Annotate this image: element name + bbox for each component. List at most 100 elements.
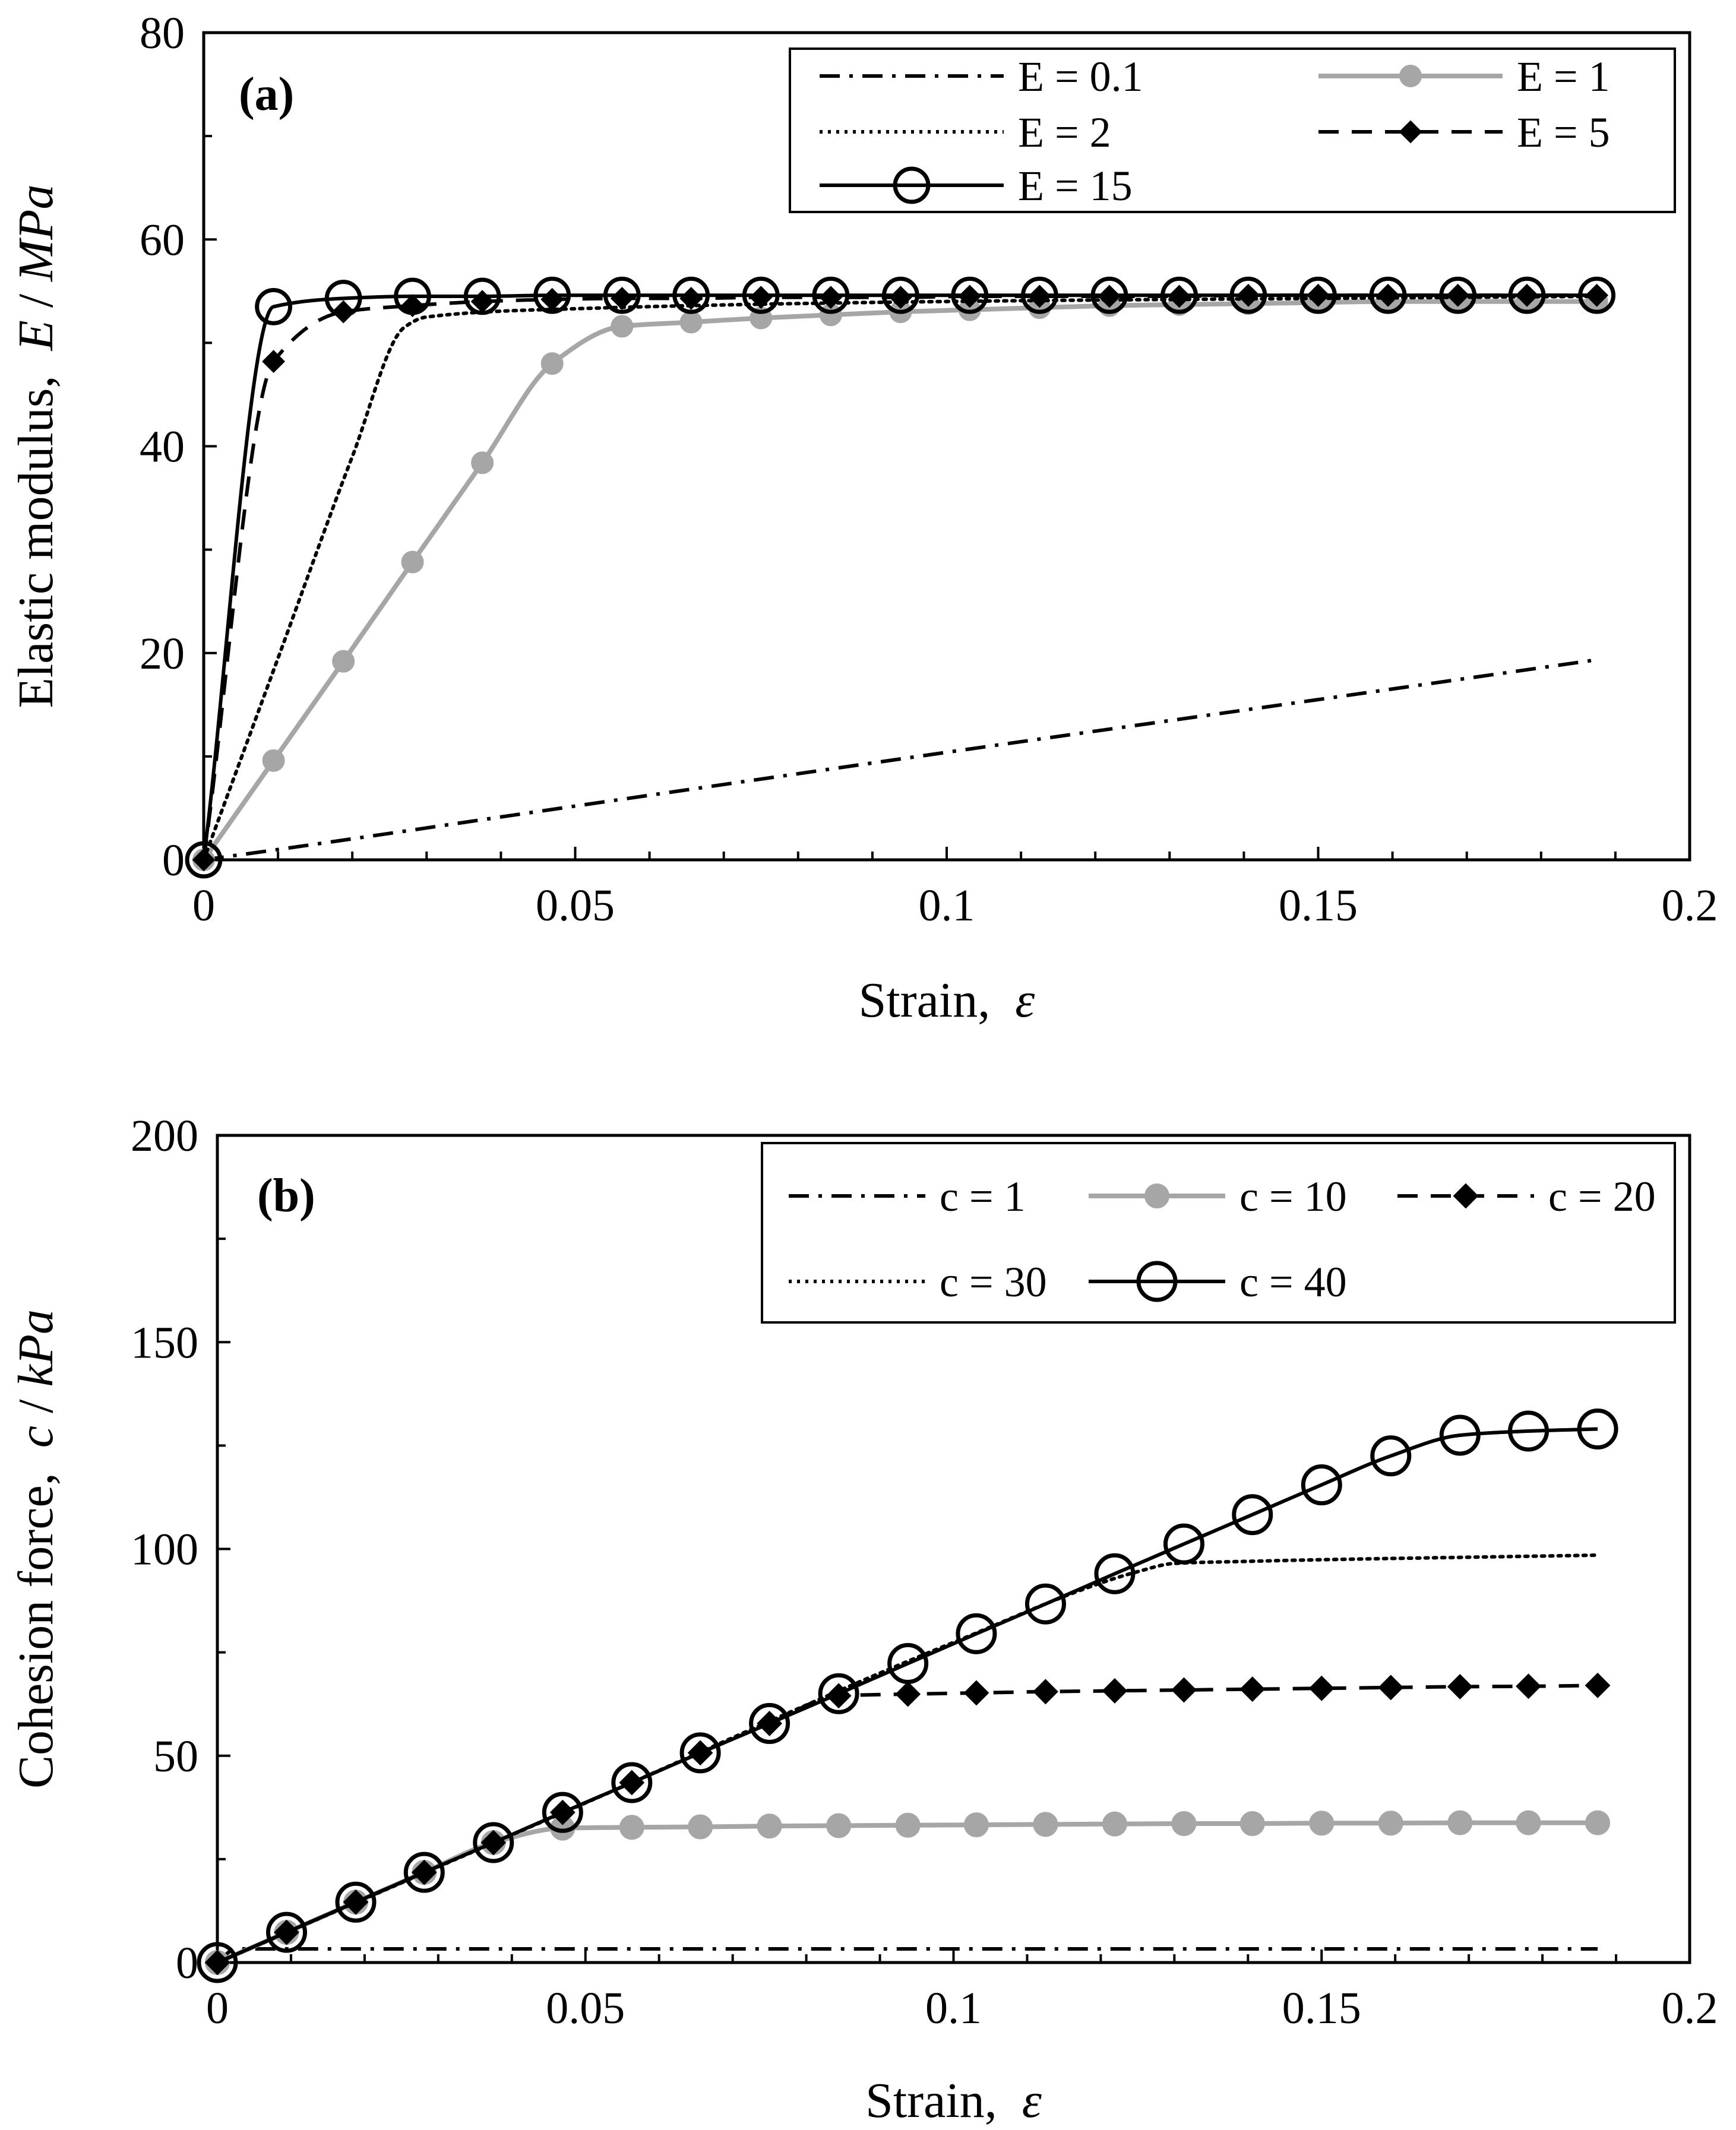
chart-b-point-c-40 bbox=[197, 1942, 238, 1983]
chart-b-legend-label-c-40: c = 40 bbox=[1239, 1258, 1347, 1306]
chart-a-y-tick-label: 60 bbox=[140, 215, 185, 265]
chart-b-point-c-40 bbox=[542, 1792, 583, 1833]
chart-b-legend-label-c-1: c = 1 bbox=[940, 1173, 1026, 1220]
chart-a-point-e-15 bbox=[672, 276, 710, 314]
chart-b-legend-label-c-30: c = 30 bbox=[940, 1258, 1047, 1306]
chart-a-point-e-15 bbox=[1020, 276, 1058, 314]
chart-b-point-c-40 bbox=[956, 1613, 997, 1654]
chart-b-x-axis-symbol: ε bbox=[1022, 2073, 1042, 2128]
chart-a-point-e-1 bbox=[262, 749, 285, 772]
chart-a-y-axis-unit: MPa bbox=[8, 185, 64, 282]
chart-b-point-c-10 bbox=[826, 1813, 852, 1838]
chart-b-point-c-10 bbox=[1033, 1812, 1058, 1837]
chart-a-point-e-15 bbox=[255, 288, 292, 325]
chart-a-x-axis-title: Strain, ε bbox=[859, 973, 1036, 1028]
chart-a-x-tick-label: 0 bbox=[192, 881, 215, 931]
chart-b-point-c-40 bbox=[266, 1911, 308, 1953]
chart-b-legend-marker-c-20 bbox=[1453, 1183, 1479, 1209]
chart-a-legend-entry-e-0-1: E = 0.1 bbox=[820, 53, 1143, 100]
chart-b-y-tick-label: 200 bbox=[131, 1111, 198, 1161]
chart-b-series-c-40 bbox=[197, 1409, 1618, 1983]
chart-b-series-line-c-1 bbox=[216, 1947, 1598, 1964]
chart-a-legend-entry-e-15: E = 15 bbox=[820, 162, 1133, 210]
chart-b-point-c-40 bbox=[1163, 1523, 1204, 1565]
chart-a-point-e-5 bbox=[262, 350, 286, 374]
chart-b-point-c-40 bbox=[1301, 1464, 1342, 1506]
chart-b-series-c-1 bbox=[216, 1947, 1598, 1964]
chart-b-y-tick-label: 150 bbox=[131, 1318, 198, 1368]
chart-b-y-axis-symbol: c bbox=[8, 1426, 64, 1448]
chart-a-x-axis-label: Strain, bbox=[859, 973, 1016, 1028]
chart-b-point-c-40 bbox=[818, 1673, 859, 1714]
chart-a-series-e-15 bbox=[185, 276, 1616, 879]
chart-b-x-axis-label: Strain, bbox=[865, 2073, 1022, 2128]
chart-a-point-e-15 bbox=[1229, 276, 1267, 314]
chart-a-point-e-1 bbox=[332, 650, 355, 673]
chart-b-point-c-40 bbox=[473, 1822, 514, 1863]
chart-b-point-c-10 bbox=[619, 1815, 644, 1840]
chart-a-point-e-5 bbox=[540, 287, 564, 311]
chart-b-series-line-c-30 bbox=[216, 1553, 1600, 1964]
chart-b-point-c-40 bbox=[403, 1852, 445, 1893]
chart-b-legend-label-c-10: c = 10 bbox=[1239, 1173, 1347, 1220]
chart-a-point-e-15 bbox=[463, 277, 501, 315]
chart-a-series-e-5 bbox=[192, 283, 1609, 872]
chart-b-y-tick-label: 0 bbox=[176, 1938, 198, 1988]
chart-a-series-e-1 bbox=[192, 290, 1608, 871]
chart-b-legend-entry-c-1: c = 1 bbox=[789, 1173, 1026, 1220]
chart-b-point-c-20 bbox=[1585, 1672, 1611, 1698]
chart-b-point-c-20 bbox=[963, 1680, 989, 1706]
chart-b-series-c-30 bbox=[216, 1553, 1600, 1964]
chart-a-point-e-5 bbox=[331, 300, 355, 324]
chart-a-legend-label-e-15: E = 15 bbox=[1018, 162, 1133, 210]
chart-b-point-c-40 bbox=[1439, 1414, 1481, 1456]
chart-b-point-c-40 bbox=[679, 1732, 721, 1774]
chart-a-point-e-15 bbox=[185, 841, 223, 879]
chart-b-point-c-40 bbox=[1508, 1410, 1550, 1452]
chart-a-legend-marker-e-15 bbox=[893, 166, 931, 204]
chart-a-point-e-1 bbox=[540, 352, 564, 375]
chart-a-point-e-15 bbox=[1369, 276, 1407, 314]
chart-a-x-tick-label: 0.05 bbox=[536, 881, 615, 931]
chart-a-series-line-e-5 bbox=[202, 293, 1597, 860]
chart-a-point-e-15 bbox=[394, 277, 431, 315]
chart-b-point-c-20 bbox=[1447, 1674, 1473, 1699]
chart-a-point-e-15 bbox=[1299, 276, 1337, 314]
chart-a-legend-label-e-5: E = 5 bbox=[1517, 109, 1610, 156]
chart-a-x-axis-symbol: ε bbox=[1015, 973, 1035, 1028]
chart-b-point-c-40 bbox=[1094, 1553, 1136, 1594]
chart-b-x-tick-label: 0.05 bbox=[546, 1983, 625, 2033]
chart-b-legend-entry-c-10: c = 10 bbox=[1089, 1173, 1347, 1220]
chart-a-point-e-1 bbox=[611, 315, 634, 338]
chart-a-legend-entry-e-5: E = 5 bbox=[1318, 109, 1610, 156]
chart-a-series-e-2 bbox=[202, 295, 1599, 862]
chart-b-x-axis-title: Strain, ε bbox=[865, 2073, 1042, 2128]
chart-b-y-tick-label: 100 bbox=[131, 1525, 198, 1575]
chart-b-point-c-10 bbox=[1102, 1811, 1127, 1837]
chart-b-x-tick-label: 0.1 bbox=[925, 1983, 982, 2033]
chart-a-legend-entry-e-1: E = 1 bbox=[1318, 53, 1610, 100]
chart-b-point-c-40 bbox=[1024, 1583, 1066, 1625]
chart-b-point-c-10 bbox=[1516, 1810, 1541, 1835]
chart-b-legend-entry-c-30: c = 30 bbox=[789, 1258, 1047, 1306]
chart-a-x-tick-label: 0.1 bbox=[919, 881, 975, 931]
chart-b-point-c-20 bbox=[1033, 1679, 1058, 1705]
chart-b-point-c-10 bbox=[757, 1813, 782, 1839]
chart-b-point-c-40 bbox=[1577, 1409, 1618, 1450]
chart-b-point-c-10 bbox=[1309, 1811, 1335, 1836]
chart-b-legend-marker-c-40 bbox=[1136, 1261, 1178, 1302]
chart-a-point-e-15 bbox=[742, 276, 780, 314]
chart-a-point-e-15 bbox=[812, 276, 850, 314]
chart-b-x-tick-label: 0.2 bbox=[1662, 1983, 1718, 2033]
chart-a-point-e-15 bbox=[1578, 276, 1616, 314]
chart-a-panel-label: (a) bbox=[239, 68, 294, 121]
chart-b-x-tick-label: 0.15 bbox=[1282, 1983, 1361, 2033]
chart-b-legend-entry-c-20: c = 20 bbox=[1397, 1173, 1656, 1220]
chart-b-legend-marker-c-10 bbox=[1144, 1183, 1169, 1208]
chart-b-series-line-c-40 bbox=[216, 1427, 1598, 1964]
chart-b-cohesion-force: 0 50 100 150 200 0 0.05 0.1 0.15 0.2 Strain, ε Cohe… bbox=[8, 1111, 1718, 2128]
chart-b-x-tick-label: 0 bbox=[206, 1983, 229, 2033]
chart-a-series-line-e-0-1 bbox=[203, 658, 1593, 862]
chart-b-legend-box bbox=[761, 1142, 1676, 1324]
chart-a-y-axis-unit-separator: / bbox=[8, 281, 64, 320]
